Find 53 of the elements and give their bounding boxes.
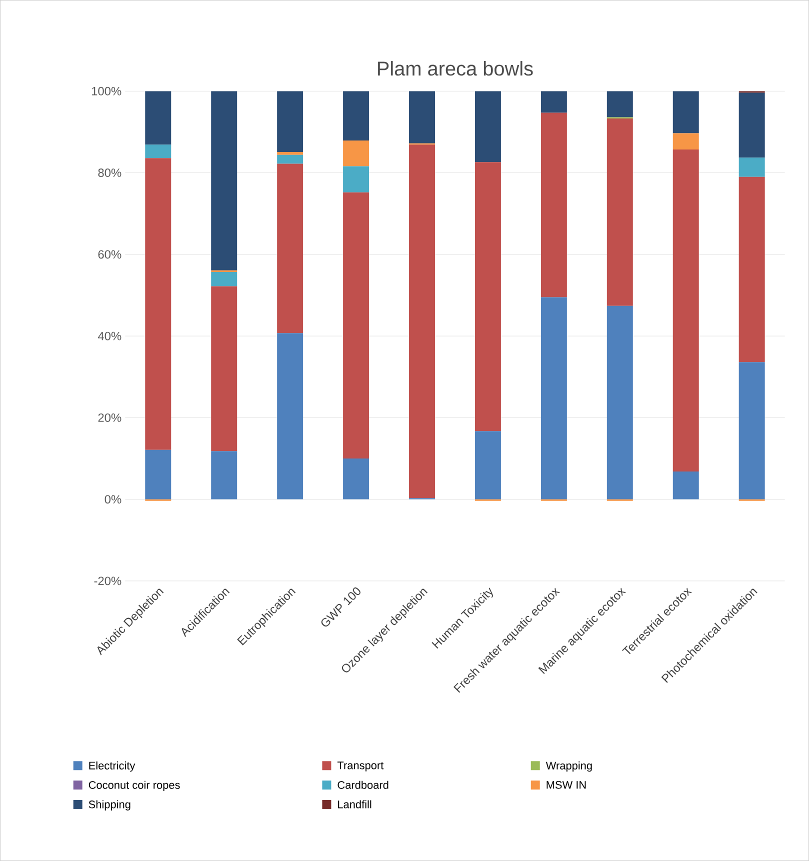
bar [672, 150, 699, 472]
bar [277, 152, 304, 155]
bar [277, 154, 304, 164]
bar [738, 362, 765, 500]
bar [474, 162, 501, 432]
bar [145, 450, 172, 500]
legend-label: Wrapping [546, 761, 592, 772]
y-tick-label: -20% [94, 576, 122, 586]
y-tick-label: 60% [98, 250, 122, 259]
bar [409, 144, 435, 498]
bar [343, 91, 370, 141]
bar [606, 91, 633, 118]
bar [474, 431, 501, 500]
legend-label: Shipping [88, 800, 130, 810]
bar [738, 158, 765, 177]
bar [540, 297, 567, 500]
y-tick-label: 20% [98, 413, 122, 422]
y-tick-label: 40% [98, 332, 122, 340]
bar [672, 91, 699, 134]
bar [343, 166, 370, 192]
legend-label: Coconut coir ropes [88, 780, 180, 792]
bar [211, 451, 238, 500]
legend-label: Electricity [89, 761, 136, 772]
legend-label: Transport [337, 762, 384, 772]
y-tick-label: 0% [104, 495, 122, 504]
bar [145, 91, 172, 145]
bar [343, 192, 370, 458]
bar [409, 91, 435, 144]
bar [343, 140, 370, 166]
bar [540, 91, 567, 113]
bar [145, 144, 172, 158]
y-tick-label: 80% [98, 168, 122, 178]
bar [277, 164, 304, 334]
bar [277, 91, 304, 152]
bar [540, 112, 567, 298]
bar [211, 91, 238, 270]
bar [738, 92, 765, 158]
bar [606, 118, 633, 306]
legend-label: Cardboard [338, 780, 388, 789]
bar [738, 176, 765, 362]
bar [211, 286, 238, 452]
y-tick-label: 100% [92, 86, 122, 96]
legend-label: Landfill [338, 800, 372, 808]
bar [211, 272, 238, 286]
chart-title: Plam areca bowls [378, 61, 533, 76]
bar [474, 91, 501, 162]
bar [145, 158, 172, 450]
bar [343, 458, 370, 500]
bar [672, 133, 699, 150]
bar [277, 333, 304, 500]
bar [606, 306, 633, 500]
legend-label: MSW IN [546, 780, 586, 789]
bar [672, 472, 699, 500]
